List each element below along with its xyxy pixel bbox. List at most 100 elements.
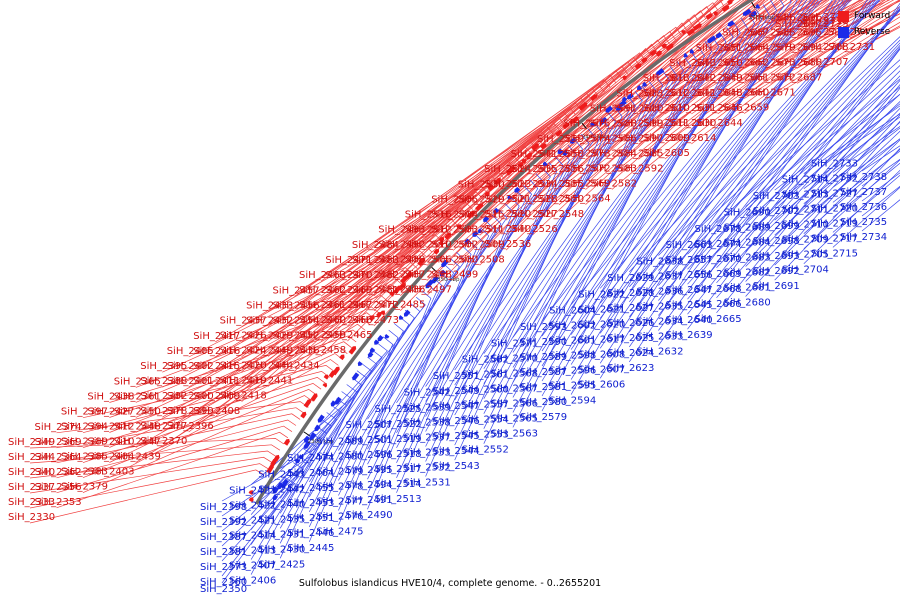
forward-gene-label: SiH_2330 bbox=[8, 512, 55, 523]
reverse-gene-label: SiH_2735 bbox=[840, 217, 887, 228]
reverse-gene-label: SiH_2443 bbox=[258, 469, 305, 480]
reverse-gene-label: SiH_2478 bbox=[316, 482, 363, 493]
reverse-gene-label: SiH_2406 bbox=[229, 576, 276, 587]
reverse-gene-label: SiH_2635 bbox=[636, 302, 683, 313]
forward-leader-line bbox=[162, 278, 404, 418]
reverse-gene-label: SiH_2474 bbox=[287, 453, 334, 464]
forward-gene-label: SiH_2511 bbox=[458, 224, 505, 235]
reverse-leader-line bbox=[396, 179, 539, 433]
reverse-leader-line bbox=[745, 120, 900, 297]
reverse-gene-label: SiH_2533 bbox=[404, 448, 451, 459]
forward-leader-line bbox=[29, 456, 273, 494]
reverse-gene-glyph bbox=[619, 99, 627, 107]
reverse-gene-label: SiH_2525 bbox=[375, 404, 422, 415]
figure-caption: Sulfolobus islandicus HVE10/4, complete … bbox=[298, 578, 602, 589]
reverse-gene-label: SiH_2601 bbox=[549, 336, 596, 347]
reverse-gene-label: SiH_2733 bbox=[811, 158, 858, 169]
legend: Forward Reverse bbox=[838, 8, 890, 40]
forward-gene-label: SiH_2488 bbox=[378, 255, 425, 266]
reverse-leader-line bbox=[716, 65, 900, 239]
reverse-gene-label: SiH_2581 bbox=[520, 382, 567, 393]
reverse-gene-label: SiH_2477 bbox=[316, 497, 363, 508]
forward-leader-line bbox=[585, 0, 784, 130]
reverse-gene-label: SiH_2678 bbox=[695, 224, 742, 235]
forward-gene-label: SiH_2614 bbox=[669, 133, 716, 144]
reverse-leader-line bbox=[221, 476, 295, 577]
reverse-gene-glyph bbox=[478, 228, 483, 234]
forward-gene-glyph bbox=[521, 158, 527, 164]
reverse-leader-line bbox=[221, 469, 300, 562]
forward-gene-label: SiH_2405 bbox=[167, 346, 214, 357]
reverse-gene-label: SiH_2684 bbox=[724, 238, 771, 249]
forward-gene-glyph bbox=[590, 94, 598, 101]
forward-leader-line bbox=[638, 0, 817, 115]
scale-tick bbox=[431, 267, 438, 273]
forward-gene-glyph bbox=[525, 152, 532, 160]
forward-gene-glyph bbox=[487, 185, 494, 192]
forward-leader-line bbox=[664, 0, 827, 100]
forward-gene-label: SiH_2526 bbox=[511, 224, 558, 235]
forward-gene-label: SiH_2611 bbox=[643, 118, 690, 129]
forward-leader-line bbox=[56, 425, 293, 494]
reverse-gene-glyph bbox=[557, 148, 564, 154]
legend-swatch-forward bbox=[838, 10, 849, 22]
forward-gene-label: SiH_2609 bbox=[643, 133, 690, 144]
forward-gene-label: SiH_2493 bbox=[378, 225, 425, 236]
reverse-leader-line bbox=[745, 86, 900, 222]
reverse-gene-label: SiH_2387 bbox=[200, 532, 247, 543]
reverse-gene-label: SiH_2551 bbox=[433, 371, 480, 382]
forward-gene-glyph bbox=[721, 5, 730, 12]
reverse-leader-line bbox=[745, 107, 900, 267]
reverse-gene-label: SiH_2665 bbox=[695, 314, 742, 325]
forward-gene-label: SiH_2484 bbox=[352, 240, 399, 251]
reverse-gene-glyph bbox=[377, 334, 384, 342]
reverse-leader-line bbox=[367, 239, 478, 495]
reverse-gene-label: SiH_2579 bbox=[520, 412, 567, 423]
forward-leader-line bbox=[426, 0, 723, 266]
forward-gene-label: SiH_2548 bbox=[537, 209, 584, 220]
forward-gene-glyph bbox=[681, 30, 686, 35]
forward-leader-line bbox=[29, 450, 277, 479]
reverse-leader-line bbox=[716, 70, 900, 254]
forward-gene-label: SiH_2530 bbox=[458, 179, 505, 190]
forward-gene-label: SiH_2586 bbox=[590, 134, 637, 145]
reverse-gene-label: SiH_2626 bbox=[607, 318, 654, 329]
reverse-leader-line bbox=[512, 45, 706, 413]
reverse-gene-label: SiH_2494 bbox=[346, 480, 393, 491]
reverse-leader-line bbox=[658, 9, 900, 286]
reverse-gene-label: SiH_2430 bbox=[258, 544, 305, 555]
forward-gene-label: SiH_2433 bbox=[246, 301, 293, 312]
forward-gene-label: SiH_2529 bbox=[458, 194, 505, 205]
scale-tick-label: 2400 kbp bbox=[582, 135, 608, 141]
reverse-gene-label: SiH_2563 bbox=[491, 428, 538, 439]
forward-leader-line bbox=[29, 444, 281, 464]
reverse-leader-line bbox=[250, 412, 338, 530]
reverse-gene-label: SiH_2636 bbox=[636, 287, 683, 298]
reverse-leader-line bbox=[338, 252, 466, 436]
forward-gene-label: SiH_2535 bbox=[511, 164, 558, 175]
forward-gene-label: SiH_2506 bbox=[405, 255, 452, 266]
forward-gene-label: SiH_2559 bbox=[537, 134, 584, 145]
forward-leader-line bbox=[532, 0, 783, 236]
reverse-leader-line bbox=[454, 122, 603, 461]
reverse-gene-label: SiH_2442 bbox=[258, 484, 305, 495]
reverse-leader-line bbox=[425, 139, 583, 417]
reverse-leader-line bbox=[658, 9, 900, 301]
reverse-gene-label: SiH_2464 bbox=[287, 468, 334, 479]
forward-gene-glyph bbox=[266, 464, 274, 474]
forward-leader-line bbox=[29, 463, 269, 509]
forward-gene-label: SiH_2572 bbox=[564, 164, 611, 175]
forward-gene-label: SiH_2492 bbox=[378, 240, 425, 251]
reverse-leader-line bbox=[629, 0, 868, 363]
reverse-leader-line bbox=[454, 96, 636, 386]
forward-gene-label: SiH_2487 bbox=[378, 270, 425, 281]
reverse-gene-label: SiH_2715 bbox=[811, 248, 858, 259]
reverse-leader-line bbox=[308, 329, 399, 528]
reverse-leader-line bbox=[221, 462, 305, 547]
reverse-gene-glyph bbox=[431, 275, 439, 284]
reverse-leader-line bbox=[396, 173, 545, 418]
forward-gene-label: SiH_2650 bbox=[696, 58, 743, 69]
forward-gene-label: SiH_2452 bbox=[273, 330, 320, 341]
forward-gene-label: SiH_2465 bbox=[325, 330, 372, 341]
forward-gene-glyph bbox=[283, 438, 290, 446]
